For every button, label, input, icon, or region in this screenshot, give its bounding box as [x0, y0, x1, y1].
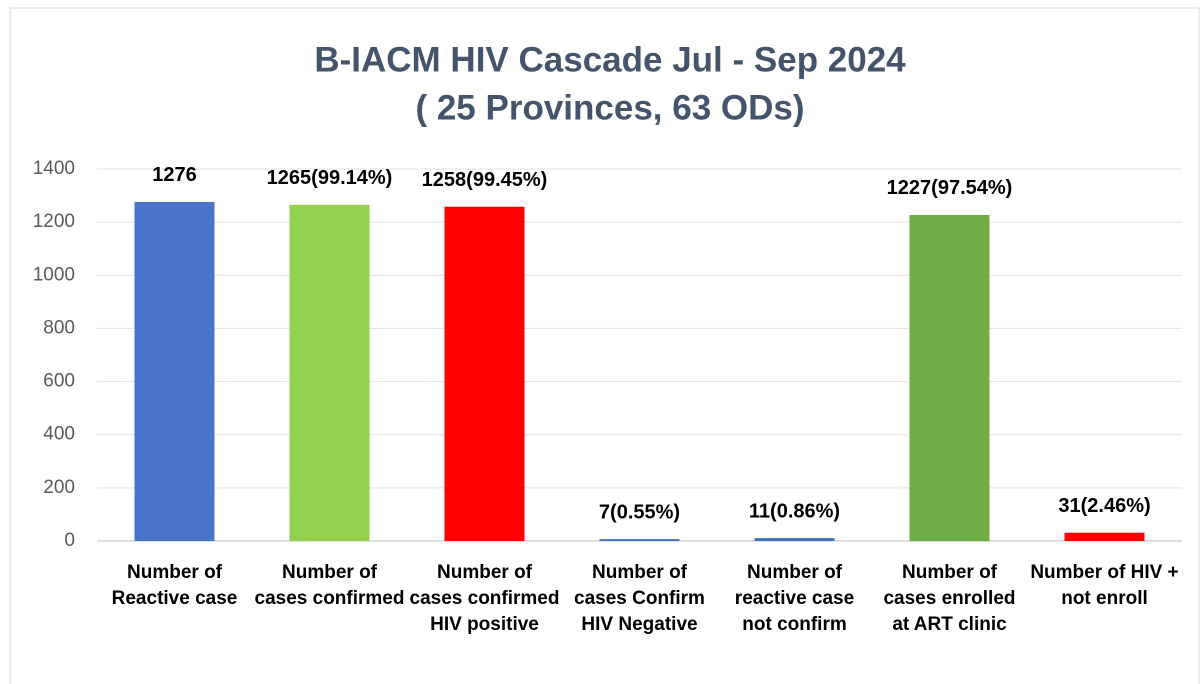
value-label: 1265(99.14%) — [267, 167, 393, 189]
bar — [134, 201, 215, 541]
x-tick-label: Number of cases enrolled at ART clinic — [883, 562, 1016, 635]
value-label: 11(0.86%) — [749, 500, 840, 522]
value-label: 31(2.46%) — [1058, 495, 1150, 517]
y-tick-label: 600 — [43, 371, 75, 392]
y-tick-label: 1000 — [33, 264, 75, 285]
y-tick-label: 1400 — [33, 158, 75, 179]
bar — [599, 539, 680, 541]
y-tick-label: 1200 — [33, 211, 75, 232]
x-tick-label: Number of cases confirmed HIV positive — [409, 562, 560, 635]
x-tick-label: Number of Reactive case — [111, 562, 238, 609]
value-label: 7(0.55%) — [599, 501, 680, 523]
y-tick-label: 800 — [43, 317, 75, 338]
bar — [1064, 532, 1145, 541]
value-label: 1258(99.45%) — [422, 169, 548, 191]
x-tick-label: Number of HIV + not enroll — [1030, 562, 1179, 609]
chart-subtitle: ( 25 Provinces, 63 ODs) — [415, 88, 804, 127]
bar — [754, 538, 835, 541]
bar — [289, 204, 370, 541]
y-tick-label: 400 — [43, 424, 75, 445]
y-tick-label: 0 — [64, 530, 75, 551]
bar — [444, 206, 525, 541]
y-tick-label: 200 — [43, 477, 75, 498]
x-tick-label: Number of cases Confirm HIV Negative — [574, 562, 705, 635]
bar — [909, 214, 990, 541]
x-tick-label: Number of reactive case not confirm — [734, 562, 855, 635]
x-tick-label: Number of cases confirmed — [254, 562, 405, 609]
value-label: 1276 — [152, 164, 197, 186]
chart-title: B-IACM HIV Cascade Jul - Sep 2024 — [314, 40, 906, 79]
value-label: 1227(97.54%) — [887, 177, 1013, 199]
